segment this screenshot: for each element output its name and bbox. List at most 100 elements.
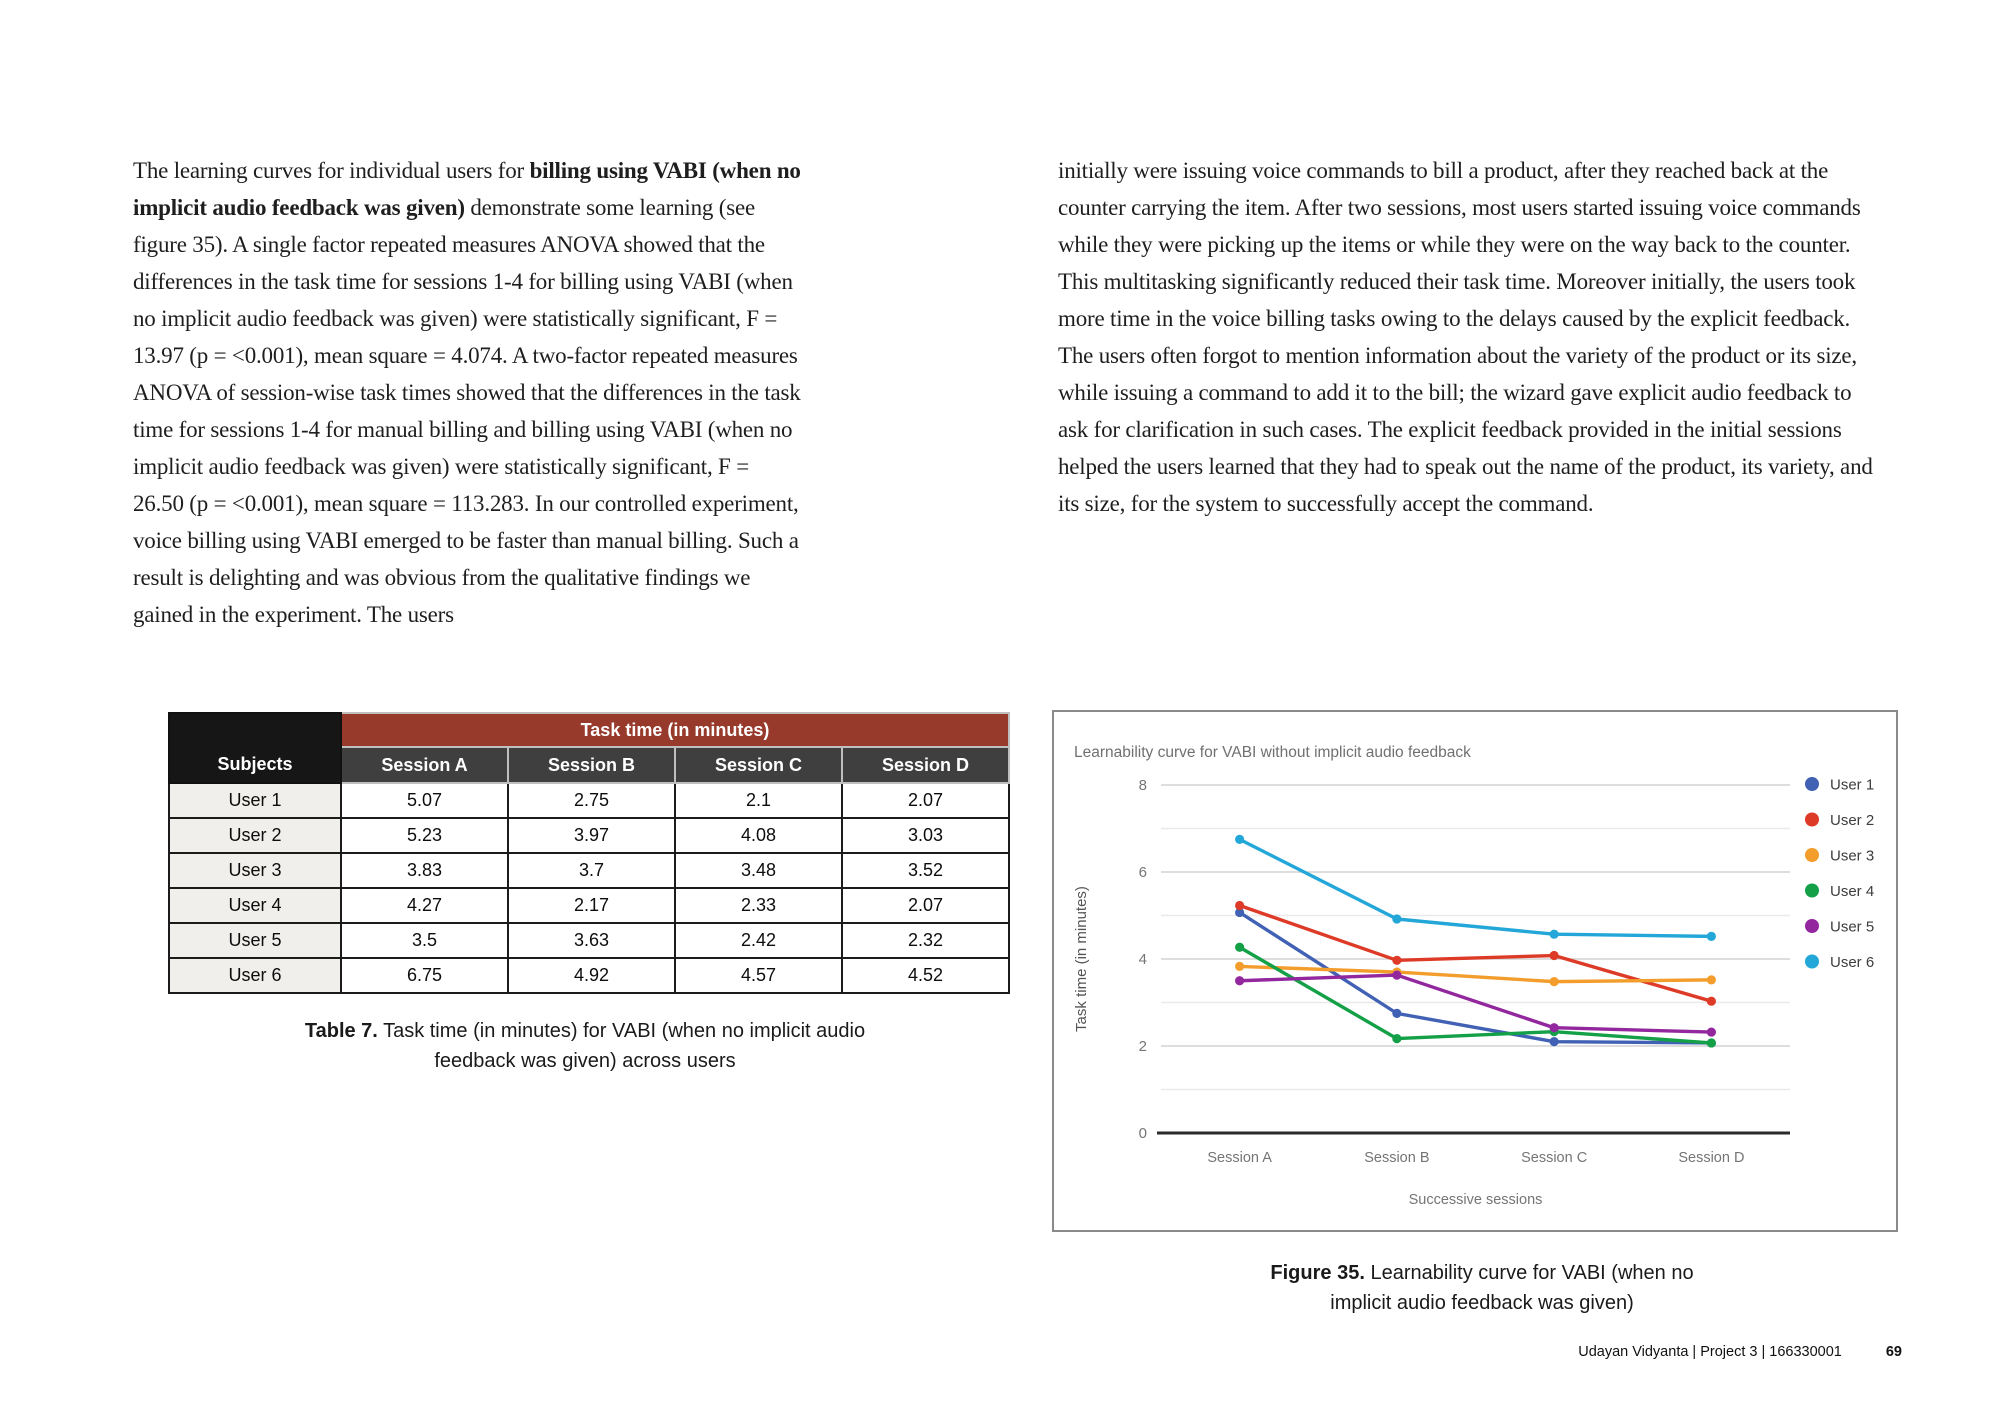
subjects-header-cell: Subjects [168, 712, 342, 784]
value-cell: 2.17 [507, 887, 676, 924]
table-row: User 3 3.83 3.7 3.48 3.52 [168, 852, 1010, 889]
figure-caption-label: Figure 35. [1270, 1262, 1365, 1284]
data-point [1706, 996, 1716, 1006]
session-header-cell: Session D [841, 746, 1010, 784]
task-time-group-header-cell: Task time (in minutes) [340, 712, 1010, 748]
legend-item: User 6 [1805, 954, 1874, 971]
value-cell: 2.42 [674, 922, 843, 959]
data-point [1706, 1027, 1716, 1037]
value-cell: 2.75 [507, 782, 676, 819]
session-header-cell: Session A [340, 746, 509, 784]
x-tick-label: Session A [1207, 1150, 1272, 1166]
legend-item: User 2 [1805, 812, 1874, 829]
series-line [1237, 910, 1714, 1045]
table-caption-label: Table 7. [304, 1020, 378, 1042]
series-user-2 [1235, 900, 1716, 1006]
value-cell: 3.48 [674, 852, 843, 889]
legend-label: User 4 [1830, 883, 1874, 900]
value-cell: 5.23 [340, 817, 509, 854]
data-point [1392, 1034, 1402, 1044]
value-cell: 4.08 [674, 817, 843, 854]
text-run: The learning curves for individual users… [133, 158, 530, 183]
data-point [1235, 900, 1245, 911]
subject-cell: User 6 [168, 957, 342, 994]
session-header-row: Session A Session B Session C Session D [169, 746, 1010, 784]
data-point [1706, 1038, 1716, 1048]
x-tick-label: Session D [1678, 1150, 1744, 1166]
session-header-cell: Session B [507, 746, 676, 784]
y-axis-title: Task time (in minutes) [1073, 886, 1090, 1032]
figure-caption-text: Learnability curve for VABI (when no imp… [1330, 1262, 1694, 1314]
legend-label: User 1 [1830, 777, 1874, 794]
legend-label: User 6 [1830, 954, 1874, 971]
data-point [1392, 955, 1402, 965]
data-point [1549, 929, 1559, 939]
table-row: User 4 4.27 2.17 2.33 2.07 [168, 887, 1010, 924]
text-run: demonstrate some learning (see figure 35… [133, 195, 801, 627]
task-time-table-header: Subjects Task time (in minutes) Session … [168, 712, 1010, 784]
text-run: billing using VABI (when no implicit aud… [133, 158, 801, 220]
value-cell: 2.32 [841, 922, 1010, 959]
data-point [1235, 942, 1245, 952]
footer-author-line: Udayan Vidyanta | Project 3 | 166330001 [1578, 1344, 1842, 1360]
value-cell: 3.7 [507, 852, 676, 889]
legend-swatch [1805, 848, 1819, 862]
value-cell: 2.07 [841, 887, 1010, 924]
table-row: User 5 3.5 3.63 2.42 2.32 [168, 922, 1010, 959]
data-point [1235, 976, 1245, 986]
learnability-chart-panel: 0 2 4 6 8 Session A Session B Session C Session … [1052, 710, 1898, 1232]
footer-page-number: 69 [1885, 1344, 1902, 1360]
legend-swatch [1805, 954, 1819, 969]
data-point [1392, 914, 1402, 924]
subject-cell: User 1 [168, 782, 342, 819]
y-tick-label: 8 [1139, 777, 1147, 794]
subject-cell: User 3 [168, 852, 342, 889]
legend-swatch [1805, 812, 1819, 827]
learnability-chart-canvas: 0 2 4 6 8 Session A Session B Session C Session … [1073, 744, 1874, 1208]
legend-swatch [1805, 883, 1819, 898]
value-cell: 5.07 [340, 782, 509, 819]
data-point [1706, 931, 1716, 941]
subject-cell: User 4 [168, 887, 342, 924]
table-row: User 1 5.07 2.75 2.1 2.07 [168, 782, 1010, 819]
data-point [1392, 970, 1402, 980]
data-point [1549, 977, 1559, 987]
task-time-table: Subjects Task time (in minutes) Session … [168, 712, 1010, 994]
series-line [1237, 973, 1714, 1034]
figure-caption: Figure 35. Learnability curve for VABI (… [1242, 1258, 1722, 1318]
table-row: User 6 6.75 4.92 4.57 4.52 [168, 957, 1010, 994]
series-line [1237, 964, 1714, 984]
legend-item: User 5 [1805, 919, 1874, 936]
x-tick-label: Session B [1364, 1150, 1429, 1166]
data-point [1392, 1008, 1402, 1018]
session-header-cell: Session C [674, 746, 843, 784]
legend-label: User 5 [1830, 919, 1874, 936]
right-text-column: initially were issuing voice commands to… [1058, 158, 1873, 516]
task-time-table-body: User 1 5.07 2.75 2.1 2.07 User 2 5.23 3.97 4.08 3… [168, 782, 1010, 994]
data-point [1235, 961, 1245, 971]
value-cell: 3.03 [841, 817, 1010, 854]
y-tick-label: 4 [1139, 951, 1147, 968]
value-cell: 2.33 [674, 887, 843, 924]
chart-title: Learnability curve for VABI without impl… [1074, 744, 1471, 761]
data-point [1235, 834, 1245, 844]
series-line [1237, 945, 1714, 1045]
subject-cell: User 2 [168, 817, 342, 854]
value-cell: 2.07 [841, 782, 1010, 819]
table-caption-text: Task time (in minutes) for VABI (when no… [377, 1020, 866, 1072]
value-cell: 4.57 [674, 957, 843, 994]
value-cell: 6.75 [340, 957, 509, 994]
x-axis-title: Successive sessions [1409, 1192, 1543, 1208]
value-cell: 4.27 [340, 887, 509, 924]
value-cell: 3.5 [340, 922, 509, 959]
y-tick-label: 2 [1139, 1038, 1147, 1055]
page-footer: Udayan Vidyanta | Project 3 | 166330001 6… [1578, 1344, 1902, 1360]
data-point [1549, 950, 1559, 961]
data-point [1706, 975, 1716, 985]
value-cell: 3.52 [841, 852, 1010, 889]
y-tick-label: 0 [1139, 1125, 1147, 1142]
table-row: User 2 5.23 3.97 4.08 3.03 [168, 817, 1010, 854]
legend-swatch [1805, 919, 1819, 933]
legend-item: User 1 [1805, 777, 1874, 794]
